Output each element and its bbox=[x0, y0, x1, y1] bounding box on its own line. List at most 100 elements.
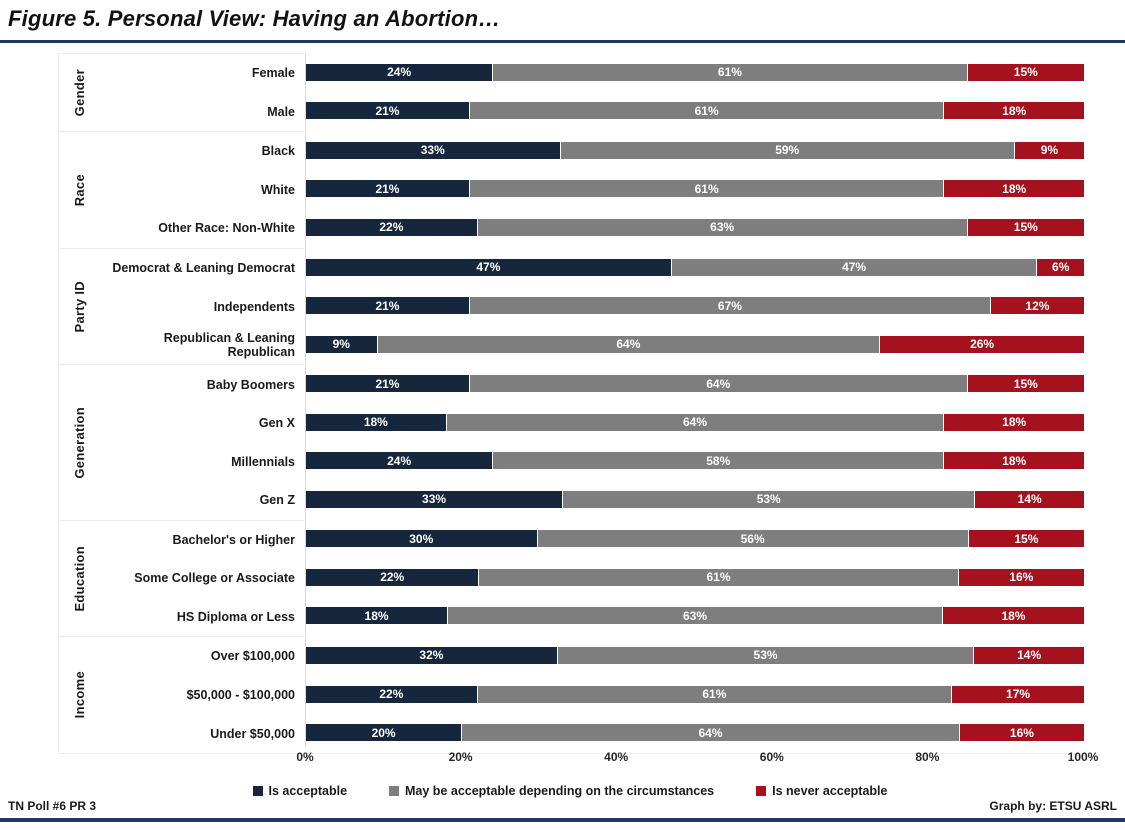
seg-never: 12% bbox=[989, 296, 1084, 316]
seg-depends: 64% bbox=[468, 374, 967, 394]
seg-depends: 63% bbox=[447, 606, 942, 626]
seg-acceptable: 24% bbox=[306, 62, 493, 82]
bar-row: 47% 47% 6% bbox=[306, 248, 1084, 287]
bar-row: 21% 61% 18% bbox=[306, 92, 1084, 131]
stacked-bar: 30% 56% 15% bbox=[306, 529, 1084, 549]
seg-depends: 58% bbox=[492, 451, 944, 471]
seg-never: 18% bbox=[943, 179, 1084, 199]
stacked-bar: 21% 64% 15% bbox=[306, 374, 1084, 394]
stacked-bar: 32% 53% 14% bbox=[306, 645, 1084, 665]
x-tick-label: 80% bbox=[915, 750, 940, 764]
stacked-bar: 47% 47% 6% bbox=[306, 257, 1084, 277]
group-label-region: Generation Baby Boomers Gen X Millennials Ge… bbox=[59, 364, 306, 519]
seg-never: 17% bbox=[951, 684, 1084, 704]
seg-never: 18% bbox=[941, 606, 1084, 626]
seg-acceptable: 21% bbox=[306, 101, 469, 121]
category-label: Under $50,000 bbox=[210, 726, 295, 741]
seg-never: 18% bbox=[943, 451, 1084, 471]
seg-never: 15% bbox=[966, 217, 1084, 237]
bar-row: 20% 64% 16% bbox=[306, 713, 1084, 752]
x-axis: 0% 20% 40% 60% 80% 100% bbox=[296, 750, 1098, 768]
seg-never: 15% bbox=[967, 529, 1084, 549]
seg-depends: 56% bbox=[536, 529, 968, 549]
x-tick-label: 0% bbox=[296, 750, 314, 764]
category-label: Democrat & Leaning Democrat bbox=[112, 261, 295, 275]
legend-swatch bbox=[756, 786, 767, 796]
category-label: Other Race: Non-White bbox=[158, 221, 295, 236]
category-group: Race Black White Other Race: Non-White 33% 59… bbox=[59, 131, 1085, 248]
bar-region: 47% 47% 6% 21% 67% 12% 9% 64% 26% bbox=[306, 248, 1084, 365]
legend-label: May be acceptable depending on the circu… bbox=[405, 784, 715, 798]
group-label-region: Gender Female Male bbox=[59, 53, 306, 131]
seg-acceptable: 33% bbox=[306, 489, 563, 509]
category-label: Bachelor's or Higher bbox=[172, 532, 295, 547]
stacked-bar: 22% 61% 17% bbox=[306, 684, 1084, 704]
stacked-bar: 21% 67% 12% bbox=[306, 296, 1084, 316]
stacked-bar: 33% 53% 14% bbox=[306, 489, 1084, 509]
x-tick-label: 40% bbox=[604, 750, 629, 764]
category-group: Party ID Democrat & Leaning Democrat Indep… bbox=[59, 247, 1084, 365]
seg-depends: 64% bbox=[376, 334, 880, 354]
seg-never: 15% bbox=[966, 374, 1084, 394]
seg-depends: 61% bbox=[476, 684, 952, 704]
seg-never: 15% bbox=[966, 62, 1084, 82]
stacked-bar: 18% 63% 18% bbox=[306, 606, 1084, 626]
seg-depends: 59% bbox=[559, 140, 1014, 160]
category-group: Gender Female Male 24% 61% 15% 21% 61% 18% bbox=[59, 53, 1084, 131]
seg-never: 16% bbox=[958, 723, 1084, 743]
seg-never: 26% bbox=[879, 334, 1084, 354]
seg-depends: 53% bbox=[556, 645, 974, 665]
seg-depends: 61% bbox=[478, 567, 958, 587]
footer-credit: Graph by: ETSU ASRL bbox=[989, 799, 1117, 813]
legend: Is acceptable May be acceptable depending… bbox=[70, 784, 1070, 798]
seg-acceptable: 47% bbox=[306, 257, 671, 277]
group-label: Education bbox=[71, 545, 87, 612]
bar-row: 22% 61% 16% bbox=[306, 558, 1084, 597]
seg-depends: 53% bbox=[562, 489, 975, 509]
seg-acceptable: 24% bbox=[306, 451, 493, 471]
legend-item: Is acceptable bbox=[252, 784, 347, 798]
seg-depends: 67% bbox=[468, 296, 990, 316]
category-label: White bbox=[260, 182, 295, 197]
seg-acceptable: 21% bbox=[306, 179, 469, 199]
group-label: Party ID bbox=[71, 280, 87, 333]
bar-groups: Gender Female Male 24% 61% 15% 21% 61% 18% Race Bl… bbox=[58, 53, 1085, 754]
stacked-bar: 22% 63% 15% bbox=[306, 217, 1084, 237]
category-label: Black bbox=[261, 144, 295, 159]
seg-acceptable: 22% bbox=[306, 684, 477, 704]
seg-never: 16% bbox=[957, 567, 1084, 587]
category-group: Generation Baby Boomers Gen X Millennials Ge… bbox=[59, 364, 1085, 519]
bar-row: 24% 58% 18% bbox=[306, 441, 1084, 480]
group-label: Gender bbox=[71, 68, 87, 117]
seg-never: 18% bbox=[943, 412, 1085, 432]
x-tick-label: 20% bbox=[448, 750, 473, 764]
legend-item: Is never acceptable bbox=[756, 784, 888, 798]
group-label-region: Party ID Democrat & Leaning Democrat Indep… bbox=[59, 247, 306, 365]
x-tick-label: 60% bbox=[759, 750, 784, 764]
stacked-bar: 18% 64% 18% bbox=[306, 412, 1085, 432]
category-label: Female bbox=[251, 66, 295, 81]
row-labels: Over $100,000 $50,000 - $100,000 Under $50… bbox=[99, 637, 306, 753]
category-label: Millennials bbox=[231, 454, 295, 469]
legend-swatch bbox=[389, 786, 400, 796]
bar-region: 24% 61% 15% 21% 61% 18% bbox=[306, 53, 1084, 131]
seg-acceptable: 18% bbox=[306, 606, 448, 626]
stacked-bar: 22% 61% 16% bbox=[306, 567, 1084, 587]
bar-row: 24% 61% 15% bbox=[306, 53, 1084, 92]
seg-never: 9% bbox=[1013, 140, 1085, 160]
category-label: Baby Boomers bbox=[206, 377, 295, 392]
seg-acceptable: 22% bbox=[306, 567, 479, 587]
seg-acceptable: 21% bbox=[306, 374, 469, 394]
category-label: Some College or Associate bbox=[134, 571, 295, 586]
seg-acceptable: 30% bbox=[306, 529, 537, 549]
category-group: Income Over $100,000 $50,000 - $100,000 Und… bbox=[59, 636, 1084, 753]
group-label: Income bbox=[71, 671, 87, 719]
bar-region: 33% 59% 9% 21% 61% 18% 22% 63% 15% bbox=[306, 131, 1085, 248]
group-label-region: Income Over $100,000 $50,000 - $100,000 Und… bbox=[59, 636, 306, 753]
bar-row: 33% 59% 9% bbox=[306, 131, 1085, 170]
seg-acceptable: 22% bbox=[306, 217, 477, 237]
category-axis-line bbox=[305, 53, 306, 747]
bar-region: 21% 64% 15% 18% 64% 18% 24% 58% 18% 33% 53% 14% bbox=[306, 364, 1085, 519]
bar-row: 32% 53% 14% bbox=[306, 636, 1084, 675]
